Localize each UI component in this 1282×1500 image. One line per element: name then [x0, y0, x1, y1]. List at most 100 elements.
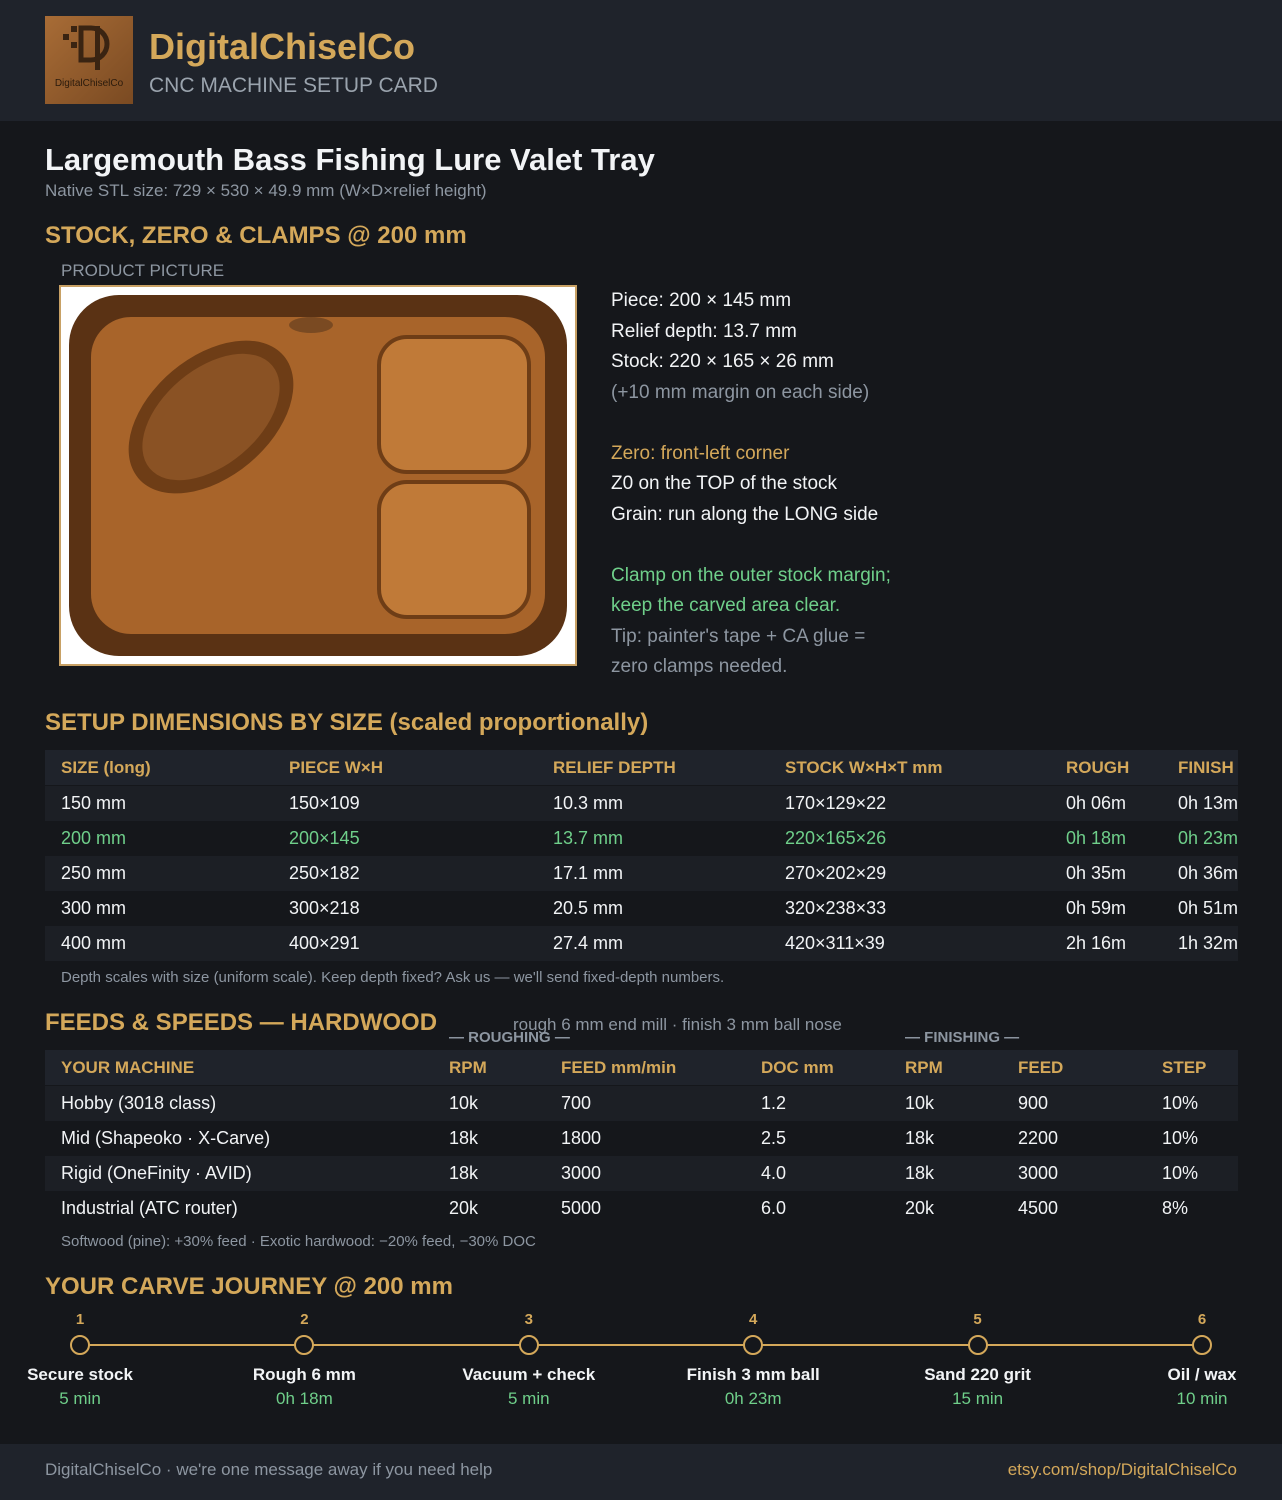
step-label: Vacuum + check [462, 1365, 596, 1384]
section-heading: SETUP DIMENSIONS BY SIZE (scaled proport… [45, 709, 649, 736]
column-header: FEED mm/min [561, 1058, 677, 1077]
logo-text: DigitalChiselCo [54, 78, 124, 89]
table-cell: 2h 16m [1066, 933, 1127, 953]
step-label: Secure stock [27, 1365, 133, 1384]
table-cell: 150 mm [61, 793, 127, 813]
table-cell: 1h 32m [1178, 933, 1239, 953]
table-cell: Mid (Shapeoko · X-Carve) [61, 1128, 271, 1148]
table-row: Hobby (3018 class) 10k 700 1.2 10k 900 10% [45, 1086, 1238, 1121]
table-cell: 170×129×22 [785, 793, 887, 813]
table-row: Industrial (ATC router) 20k 5000 6.0 20k 4500… [45, 1191, 1238, 1226]
table-row: Mid (Shapeoko · X-Carve) 18k 1800 2.5 18k 220… [45, 1121, 1238, 1156]
table-cell: 400 mm [61, 933, 127, 953]
column-header: RPM [449, 1058, 487, 1077]
note-line: Grain: run along the LONG side [611, 503, 879, 525]
step-number: 1 [75, 1311, 85, 1328]
table-cell: 200×145 [289, 828, 360, 848]
table-cell: 1.2 [761, 1093, 787, 1113]
header-subtitle: CNC MACHINE SETUP CARD [149, 74, 438, 97]
table-cell: 400×291 [289, 933, 360, 953]
column-header: RPM [905, 1058, 943, 1077]
footer-text: DigitalChiselCo · we're one message away… [45, 1460, 493, 1479]
table-cell: 200 mm [61, 828, 127, 848]
table-cell: 18k [905, 1128, 935, 1148]
table-cell: 0h 59m [1066, 898, 1127, 918]
table-cell: 20k [905, 1198, 935, 1218]
table-cell: 150×109 [289, 793, 360, 813]
step-time: 5 min [508, 1389, 550, 1408]
table-cell: 20k [449, 1198, 479, 1218]
header-bar [0, 0, 1282, 121]
product-picture [59, 285, 577, 666]
table-cell: 250 mm [61, 863, 127, 883]
table-cell: 10k [905, 1093, 935, 1113]
table-cell: 10% [1162, 1163, 1199, 1183]
note-line: (+10 mm margin on each side) [611, 381, 870, 403]
table-cell: 4500 [1018, 1198, 1059, 1218]
table-cell: 0h 06m [1066, 793, 1127, 813]
note-line: Tip: painter's tape + CA glue = [611, 625, 866, 647]
table-cell: 0h 23m [1178, 828, 1239, 848]
note-line: Z0 on the TOP of the stock [611, 473, 838, 494]
footer-link[interactable]: etsy.com/shop/DigitalChiselCo [1007, 1460, 1237, 1479]
step-marker [743, 1335, 764, 1355]
product-title: Largemouth Bass Fishing Lure Valet Tray [45, 142, 655, 177]
table-cell: Industrial (ATC router) [61, 1198, 238, 1218]
table-cell: 10% [1162, 1128, 1199, 1148]
column-group: — ROUGHING — [449, 1029, 570, 1046]
journey-line [80, 1344, 1202, 1346]
tray-illustration [69, 295, 567, 656]
note-line: Clamp on the outer stock margin; [611, 564, 891, 586]
column-header: STEP [1162, 1058, 1207, 1077]
table-cell: 20.5 mm [553, 898, 624, 918]
table-cell: 13.7 mm [553, 828, 624, 848]
column-header: YOUR MACHINE [61, 1058, 195, 1077]
table-cell: 300×218 [289, 898, 360, 918]
note-line: Piece: 200 × 145 mm [611, 290, 792, 311]
step-time: 15 min [952, 1389, 1004, 1408]
step-number: 2 [300, 1311, 309, 1328]
step-marker [1192, 1335, 1212, 1355]
table-cell: 0h 18m [1066, 828, 1127, 848]
table-row: 400 mm 400×291 27.4 mm 420×311×39 2h 16m 1h 3… [45, 926, 1238, 961]
column-header: ROUGH [1066, 758, 1130, 777]
table-cell: 0h 51m [1178, 898, 1239, 918]
table-cell: 10% [1162, 1093, 1199, 1113]
note-line: Stock: 220 × 165 × 26 mm [611, 351, 834, 372]
step-label: Finish 3 mm ball [686, 1365, 820, 1384]
table-row: 150 mm 150×109 10.3 mm 170×129×22 0h 06m 0h 1… [45, 786, 1238, 821]
table-cell: 0h 35m [1066, 863, 1127, 883]
table-cell: Hobby (3018 class) [61, 1093, 217, 1113]
table-cell: 8% [1162, 1198, 1189, 1218]
table-cell: 270×202×29 [785, 863, 887, 883]
header-row: SIZE (long) PIECE W×H RELIEF DEPTH STOCK W×… [45, 750, 1238, 785]
table-row: 250 mm 250×182 17.1 mm 270×202×29 0h 35m 0h 3… [45, 856, 1238, 891]
table-cell: 18k [449, 1163, 479, 1183]
step-label: Sand 220 grit [924, 1365, 1031, 1384]
column-header: SIZE (long) [61, 758, 151, 777]
table-cell: 0h 13m [1178, 793, 1239, 813]
step-number: 4 [749, 1311, 758, 1328]
table-cell: 17.1 mm [553, 863, 624, 883]
picture-label: PRODUCT PICTURE [61, 261, 225, 280]
step-label: Rough 6 mm [252, 1365, 356, 1384]
table-cell: 700 [561, 1093, 592, 1113]
column-header: PIECE W×H [289, 758, 383, 777]
table-note: Depth scales with size (uniform scale). … [61, 969, 725, 986]
logo: DigitalChiselCo [45, 16, 133, 104]
feeds-subheading: rough 6 mm end mill · finish 3 mm ball n… [513, 1015, 842, 1034]
table-cell: 4.0 [761, 1163, 787, 1183]
section-heading: FEEDS & SPEEDS — HARDWOOD [45, 1009, 438, 1036]
logo-mark [63, 25, 110, 70]
table-cell: Rigid (OneFinity · AVID) [61, 1163, 252, 1183]
column-header: DOC mm [761, 1058, 834, 1077]
section-heading: YOUR CARVE JOURNEY @ 200 mm [45, 1273, 453, 1300]
table-cell: 27.4 mm [553, 933, 624, 953]
table-cell: 10k [449, 1093, 479, 1113]
note-line: zero clamps needed. [611, 656, 788, 677]
step-time: 10 min [1176, 1389, 1228, 1408]
step-marker [70, 1335, 90, 1355]
table-cell: 900 [1018, 1093, 1049, 1113]
table-cell: 2.5 [761, 1128, 787, 1148]
